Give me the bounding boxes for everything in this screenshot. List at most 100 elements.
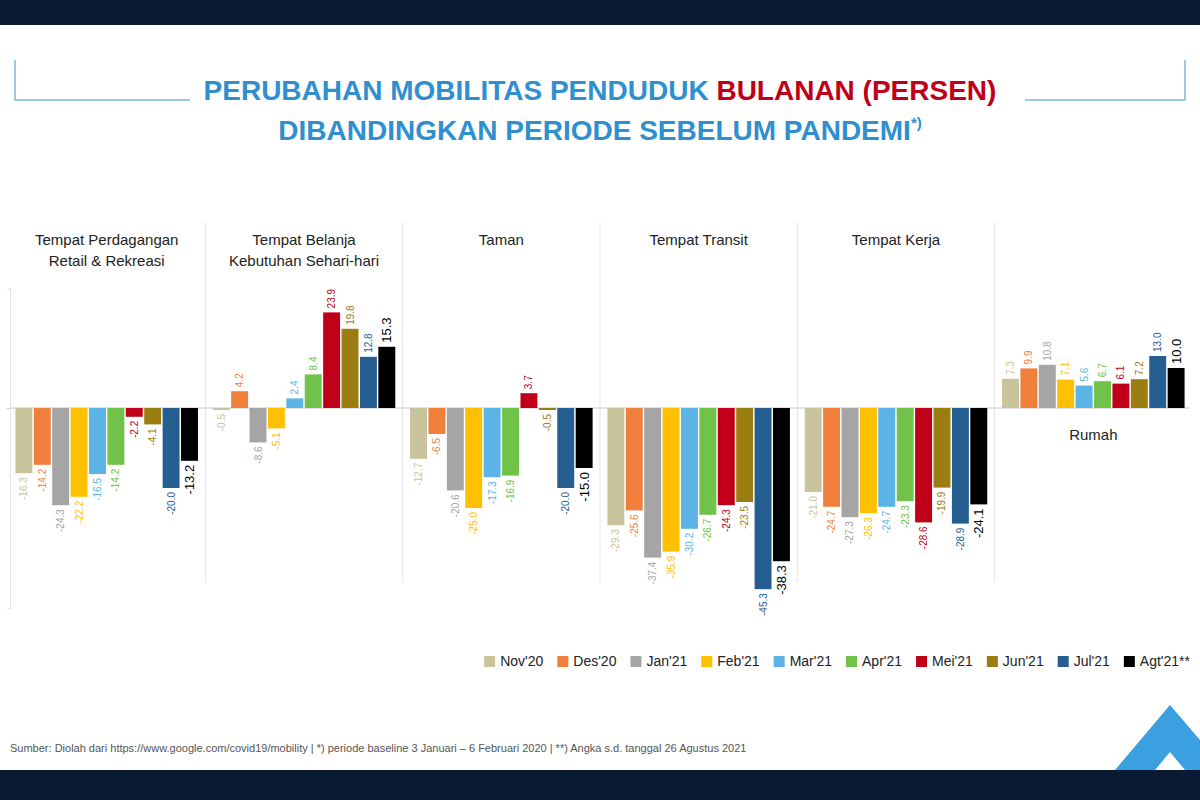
legend-label: Nov'20 — [500, 653, 543, 669]
data-label: -19.9 — [936, 491, 947, 514]
legend-label: Jun'21 — [1003, 653, 1044, 669]
data-label: -25.6 — [629, 514, 640, 537]
legend-item: Apr'21 — [846, 653, 902, 669]
chart-title: PERUBAHAN MOBILITAS PENDUDUK BULANAN (PE… — [204, 75, 997, 106]
panel-separator — [402, 222, 403, 582]
bar — [360, 357, 377, 408]
bar — [52, 408, 69, 505]
bar — [1020, 368, 1037, 408]
category-label: Tempat Transit — [649, 231, 748, 248]
bar — [576, 408, 593, 468]
bar — [915, 408, 932, 522]
data-label: 13.0 — [1152, 332, 1163, 352]
legend-item: Jul'21 — [1058, 653, 1110, 669]
data-label: -37.4 — [647, 561, 658, 584]
decor-line — [15, 60, 190, 100]
bar-series — [163, 356, 1167, 589]
bar-series — [34, 368, 1038, 510]
bar — [410, 408, 427, 459]
legend-item: Mar'21 — [774, 653, 833, 669]
bar-series — [71, 380, 1075, 552]
y-axis — [7, 289, 11, 609]
data-label: 4.2 — [234, 373, 245, 387]
bar — [897, 408, 914, 501]
data-label: -24.3 — [721, 509, 732, 532]
legend-label: Feb'21 — [717, 653, 760, 669]
bar — [934, 408, 951, 488]
data-label: -24.7 — [881, 510, 892, 533]
bar — [286, 398, 303, 408]
data-label: 7.1 — [1060, 361, 1071, 375]
bar-series — [89, 386, 1093, 529]
data-label: 7.2 — [1134, 361, 1145, 375]
chart-subtitle: DIBANDINGKAN PERIODE SEBELUM PANDEMI*) — [278, 114, 921, 146]
legend-swatch — [774, 656, 785, 667]
legend-item: Feb'21 — [701, 653, 760, 669]
bar — [1149, 356, 1166, 408]
data-label: 8.4 — [308, 356, 319, 370]
bar — [484, 408, 501, 477]
bar — [878, 408, 895, 507]
bar — [699, 408, 716, 515]
bar — [1168, 368, 1185, 408]
bar — [970, 408, 987, 504]
data-label: -28.6 — [918, 526, 929, 549]
bar-series — [52, 365, 1056, 558]
legend-swatch — [846, 656, 857, 667]
data-label: -45.3 — [758, 593, 769, 616]
data-label: -2.2 — [129, 420, 140, 438]
bar — [681, 408, 698, 529]
data-label: 6.7 — [1097, 363, 1108, 377]
data-label: 23.9 — [326, 288, 337, 308]
legend-label: Mar'21 — [790, 653, 833, 669]
bar — [718, 408, 735, 505]
data-label: -6.5 — [431, 438, 442, 456]
category-label: Tempat Kerja — [852, 231, 941, 248]
data-label: -16.3 — [18, 477, 29, 500]
data-label: 2.4 — [289, 380, 300, 394]
data-label: 15.3 — [379, 317, 394, 342]
panel-separators — [205, 222, 994, 582]
data-label: -4.1 — [147, 428, 158, 446]
footnote: Sumber: Diolah dari https://www.google.c… — [10, 742, 746, 754]
panel-separator — [600, 222, 601, 582]
screen-frame — [0, 0, 1200, 800]
data-label: -8.6 — [253, 446, 264, 464]
data-label: 10.0 — [1169, 339, 1184, 364]
legend-swatch — [1124, 656, 1135, 667]
data-label: 12.8 — [363, 333, 374, 353]
legend-swatch — [916, 656, 927, 667]
legend-label: Agt'21** — [1140, 653, 1191, 669]
data-label: -38.3 — [774, 565, 789, 595]
bar — [144, 408, 161, 424]
legend-label: Jan'21 — [646, 653, 687, 669]
bar — [213, 408, 230, 410]
bar — [823, 408, 840, 507]
bar — [428, 408, 445, 434]
bar — [502, 408, 519, 476]
bar — [71, 408, 88, 497]
data-label: -20.6 — [450, 494, 461, 517]
data-label: 7.3 — [1005, 360, 1016, 374]
bar — [1039, 365, 1056, 408]
bar — [626, 408, 643, 510]
bar — [181, 408, 198, 461]
category-labels: Tempat PerdaganganRetail & Rekreasi Tempa… — [35, 231, 1118, 443]
slide-background — [0, 25, 1200, 770]
bar — [15, 408, 32, 473]
bar — [305, 374, 322, 408]
bar-series — [15, 379, 1019, 525]
bar — [107, 408, 124, 465]
bar — [1094, 381, 1111, 408]
data-label: -24.3 — [55, 509, 66, 532]
panel-separator — [797, 222, 798, 582]
legend-swatch — [1058, 656, 1069, 667]
data-label: -20.0 — [560, 492, 571, 515]
bar — [842, 408, 859, 517]
bar-series — [126, 312, 1130, 522]
bar-series — [181, 347, 1185, 561]
legend-item: Agt'21** — [1124, 653, 1191, 669]
bar — [736, 408, 753, 502]
bar — [663, 408, 680, 552]
category-label: Tempat PerdaganganRetail & Rekreasi — [35, 231, 178, 269]
